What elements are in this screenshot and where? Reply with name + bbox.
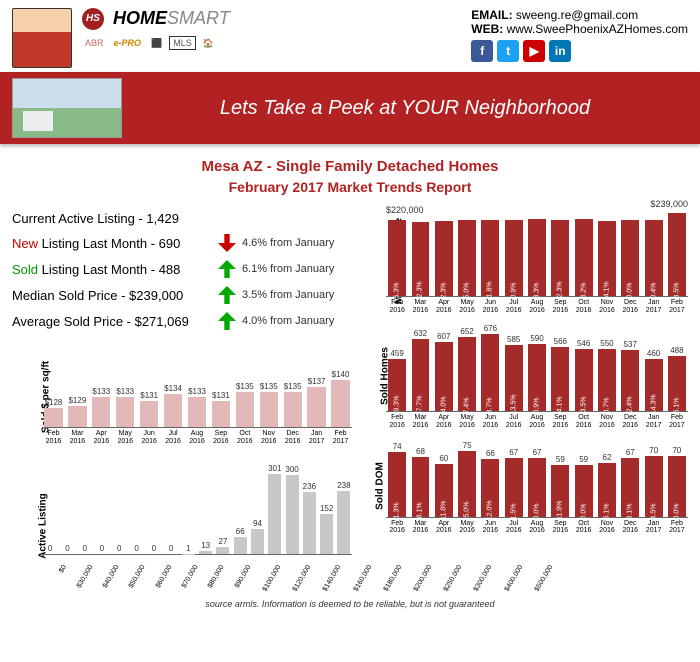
- left-column: Current Active Listing - 1,429 New Listin…: [12, 207, 352, 587]
- sold-homes-chart: Sold Homes 45929.3%63237.7%607-4.0%6527.…: [362, 322, 688, 429]
- sold-homes-xlabels: Feb2016Mar2016Apr2016May2016Jun2016Jul20…: [386, 414, 688, 429]
- stat-label: New Listing Last Month - 690: [12, 236, 212, 251]
- avatar: [12, 8, 72, 68]
- median-xlabels: Feb2016Mar2016Apr2016May2016Jun2016Jul20…: [386, 299, 688, 314]
- linkedin-icon[interactable]: in: [549, 40, 571, 62]
- brand-block: HS HOMESMART ABR e-PRO ⬛ MLS 🏠: [82, 8, 461, 50]
- certifications: ABR e-PRO ⬛ MLS 🏠: [82, 36, 461, 50]
- dom-ylabel: Sold DOM: [374, 463, 385, 511]
- stat-delta: 3.5% from January: [242, 289, 334, 301]
- dom-chart: Sold DOM 74-1.3%68-8.1%60-11.8%7525.0%66…: [362, 438, 688, 535]
- stat-row: Current Active Listing - 1,429: [12, 207, 352, 230]
- neighborhood-icon: [12, 78, 122, 138]
- stat-row: Median Sold Price - $239,000 3.5% from Ja…: [12, 282, 352, 308]
- banner: Lets Take a Peek at YOUR Neighborhood: [0, 72, 700, 144]
- stat-row: Average Sold Price - $271,069 4.0% from J…: [12, 308, 352, 334]
- down-arrow-icon: [218, 234, 236, 252]
- social-row: f t ▶ in: [471, 40, 688, 62]
- banner-title: Lets Take a Peek at YOUR Neighborhood: [122, 97, 688, 120]
- median-chart: Median Sold Price $220,000 $239,000 5.3%…: [362, 207, 688, 314]
- stat-label: Median Sold Price - $239,000: [12, 288, 212, 303]
- dom-bars: 74-1.3%68-8.1%60-11.8%7525.0%66-12.0%671…: [386, 438, 688, 518]
- stat-delta: 6.1% from January: [242, 263, 334, 275]
- up-arrow-icon: [218, 286, 236, 304]
- web-label: WEB:: [471, 22, 503, 36]
- report-title: Mesa AZ - Single Family Detached Homes: [0, 144, 700, 179]
- email-label: EMAIL:: [471, 8, 512, 22]
- stat-row: Sold Listing Last Month - 488 6.1% from J…: [12, 256, 352, 282]
- report-subtitle: February 2017 Market Trends Report: [0, 179, 700, 207]
- stat-delta: 4.6% from January: [242, 237, 334, 249]
- logo-home: HOME: [113, 8, 167, 28]
- stat-delta: 4.0% from January: [242, 315, 334, 327]
- twitter-icon[interactable]: t: [497, 40, 519, 62]
- sold-homes-bars: 45929.3%63237.7%607-4.0%6527.4%6763.7%58…: [386, 322, 688, 412]
- youtube-icon[interactable]: ▶: [523, 40, 545, 62]
- web-value: www.SweePhoenixAZHomes.com: [507, 22, 688, 36]
- stat-label: Average Sold Price - $271,069: [12, 314, 212, 329]
- footer-disclaimer: source armls. Information is deemed to b…: [0, 595, 700, 619]
- main: Current Active Listing - 1,429 New Listin…: [0, 207, 700, 595]
- contact-block: EMAIL: sweeng.re@gmail.com WEB: www.Swee…: [471, 8, 688, 62]
- stat-label: Sold Listing Last Month - 488: [12, 262, 212, 277]
- dom-xlabels: Feb2016Mar2016Apr2016May2016Jun2016Jul20…: [386, 520, 688, 535]
- facebook-icon[interactable]: f: [471, 40, 493, 62]
- logo: HS HOMESMART: [82, 8, 461, 30]
- sqft-chart: Sold $ per sq/ft $128$129$133$133$131$13…: [12, 348, 352, 445]
- sqft-bars: $128$129$133$133$131$134$133$131$135$135…: [42, 348, 352, 428]
- header: HS HOMESMART ABR e-PRO ⬛ MLS 🏠 EMAIL: sw…: [0, 0, 700, 72]
- right-column: Median Sold Price $220,000 $239,000 5.3%…: [362, 207, 688, 587]
- sqft-xlabels: Feb2016Mar2016Apr2016May2016Jun2016Jul20…: [42, 430, 352, 445]
- median-bars: 5.3%-2.3%2.3%5.0%-1.8%0.9%3.3%-2.3%3.2%-…: [386, 207, 688, 297]
- logo-smart: SMART: [167, 8, 230, 28]
- email-value: sweeng.re@gmail.com: [516, 8, 638, 22]
- up-arrow-icon: [218, 312, 236, 330]
- active-xlabels: $0$30,000$40,000$50,000$60,000$70,000$80…: [42, 557, 352, 587]
- stat-label: Current Active Listing - 1,429: [12, 211, 212, 226]
- hs-badge-icon: HS: [82, 8, 104, 30]
- stats-block: Current Active Listing - 1,429 New Listin…: [12, 207, 352, 334]
- up-arrow-icon: [218, 260, 236, 278]
- stat-row: New Listing Last Month - 690 4.6% from Ja…: [12, 230, 352, 256]
- active-chart: Active Listing 0000000011327669430130023…: [12, 465, 352, 587]
- active-bars: 00000000113276694301300236152238: [42, 465, 352, 555]
